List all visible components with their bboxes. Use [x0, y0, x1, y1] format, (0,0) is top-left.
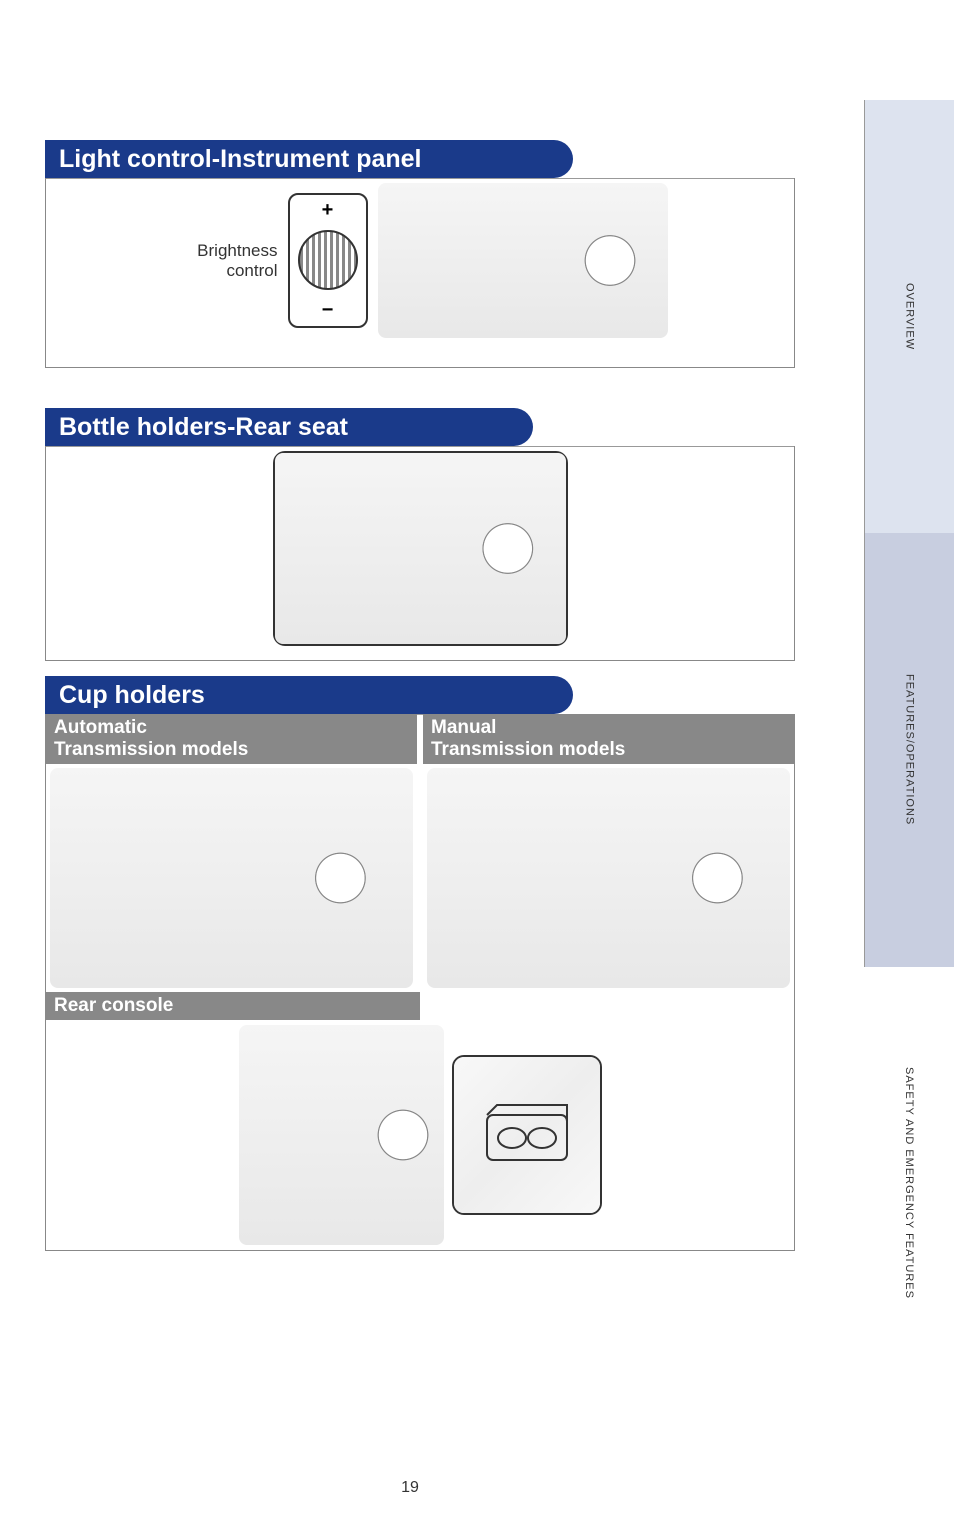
section-title-text: Light control-Instrument panel — [59, 145, 422, 174]
spacer — [45, 368, 795, 408]
section-header-cup-holders: Cup holders — [45, 676, 795, 714]
bottle-holder-illustration — [273, 451, 568, 646]
tab-safety[interactable]: SAFETY AND EMERGENCY FEATURES — [864, 967, 954, 1400]
cup-holders-two-col: Automatic Transmission models Manual Tra… — [46, 714, 794, 992]
console-sketch — [50, 768, 413, 988]
light-control-row: Brightness control + − — [51, 183, 789, 338]
automatic-label: Automatic Transmission models — [54, 717, 248, 760]
automatic-subheader: Automatic Transmission models — [46, 714, 417, 764]
cup-holders-box: Automatic Transmission models Manual Tra… — [45, 714, 795, 1251]
rear-console-label: Rear console — [54, 995, 173, 1016]
tab-features[interactable]: FEATURES/OPERATIONS — [864, 533, 954, 966]
automatic-illustration — [50, 768, 413, 988]
dial-plus-icon: + — [322, 199, 334, 222]
brightness-label: Brightness control — [173, 241, 278, 280]
tab-overview[interactable]: OVERVIEW — [864, 100, 954, 533]
section-title: Bottle holders-Rear seat — [45, 408, 505, 446]
header-tail-decor — [495, 408, 533, 446]
automatic-col: Automatic Transmission models — [46, 714, 417, 992]
section-title-text: Cup holders — [59, 681, 205, 710]
tab-label: SAFETY AND EMERGENCY FEATURES — [903, 1067, 915, 1299]
automatic-illus-wrap — [46, 764, 417, 992]
document-page: Light control-Instrument panel Brightnes… — [0, 0, 954, 1527]
tab-label: FEATURES/OPERATIONS — [904, 674, 916, 825]
rear-console-row — [46, 1020, 794, 1250]
section-title: Cup holders — [45, 676, 545, 714]
interior-sketch — [275, 453, 566, 644]
section-header-light-control: Light control-Instrument panel — [45, 140, 795, 178]
dial-wheel-icon — [298, 230, 358, 290]
manual-col: Manual Transmission models — [423, 714, 794, 992]
brightness-dial-illustration: + − — [288, 193, 368, 328]
rear-console-subheader: Rear console — [46, 992, 420, 1020]
page-number: 19 — [0, 1479, 820, 1497]
section-title-text: Bottle holders-Rear seat — [59, 413, 348, 442]
spacer — [45, 661, 795, 676]
interior-sketch — [239, 1025, 444, 1245]
bottle-holders-box — [45, 446, 795, 661]
light-control-box: Brightness control + − — [45, 178, 795, 368]
rear-console-illustration-2 — [452, 1055, 602, 1215]
section-title: Light control-Instrument panel — [45, 140, 545, 178]
section-header-bottle-holders: Bottle holders-Rear seat — [45, 408, 795, 446]
dashboard-illustration — [378, 183, 668, 338]
dial-minus-icon: − — [322, 299, 334, 322]
header-tail-decor — [535, 676, 573, 714]
manual-label: Manual Transmission models — [431, 717, 625, 760]
brightness-label-text: Brightness control — [197, 241, 277, 280]
side-tabs: OVERVIEW FEATURES/OPERATIONS SAFETY AND … — [864, 100, 954, 1400]
cupholder-icon — [482, 1100, 572, 1170]
manual-illustration — [427, 768, 790, 988]
header-tail-decor — [535, 140, 573, 178]
main-content: Light control-Instrument panel Brightnes… — [45, 140, 795, 1251]
manual-subheader: Manual Transmission models — [423, 714, 794, 764]
manual-illus-wrap — [423, 764, 794, 992]
tab-label: OVERVIEW — [904, 283, 916, 350]
page-number-text: 19 — [401, 1479, 419, 1496]
cupholder-sketch — [454, 1057, 600, 1213]
dashboard-sketch — [378, 183, 668, 338]
rear-console-illustration-1 — [239, 1025, 444, 1245]
console-sketch — [427, 768, 790, 988]
